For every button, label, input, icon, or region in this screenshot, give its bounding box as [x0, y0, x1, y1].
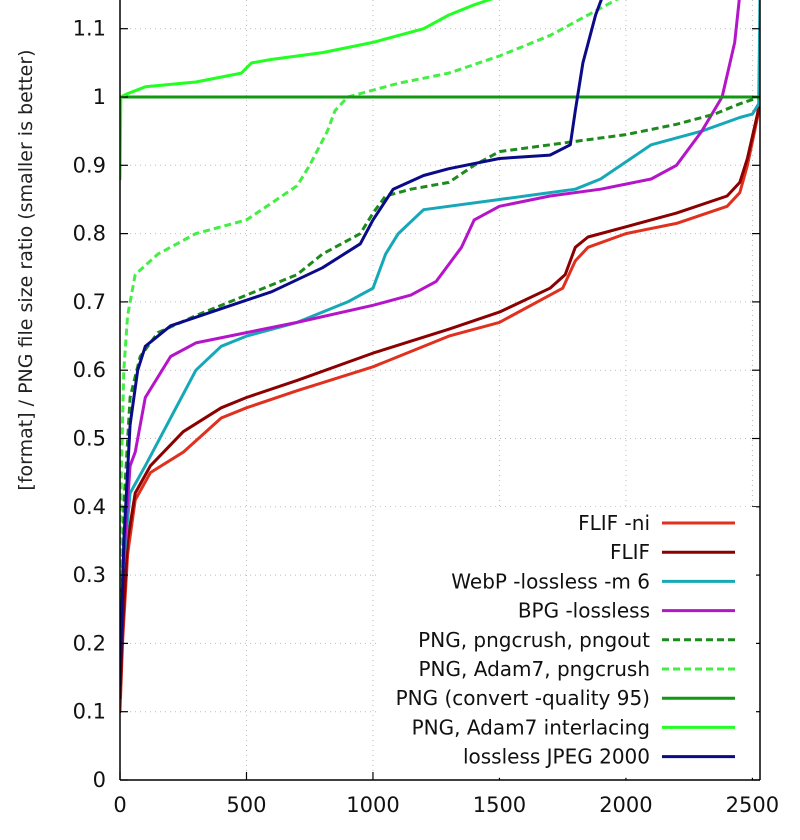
legend-label: lossless JPEG 2000	[463, 745, 650, 769]
legend-label: FLIF	[610, 540, 650, 564]
legend-entry: WebP -lossless -m 6	[451, 569, 735, 593]
series-line-8	[120, 0, 494, 181]
legend-entry: PNG, Adam7 interlacing	[412, 715, 735, 739]
y-tick-label: 1.1	[73, 17, 106, 41]
legend-entry: FLIF -ni	[578, 511, 735, 535]
y-axis-label: [format] / PNG file size ratio (smaller …	[15, 49, 37, 490]
legend-label: FLIF -ni	[578, 511, 650, 535]
legend-entry: PNG (convert -quality 95)	[396, 686, 735, 710]
series-lines	[120, 0, 760, 714]
legend-entry: PNG, Adam7, pngcrush	[419, 657, 735, 681]
legend-label: PNG (convert -quality 95)	[396, 686, 650, 710]
tick-labels: 0 0.1 0.2 0.3 0.4 0.5 0.6 0.7 0.8 0.9 1 1.1 0 500 1000…	[73, 17, 780, 817]
y-tick-label: 1	[93, 85, 106, 109]
legend-label: PNG, pngcrush, pngout	[418, 628, 650, 652]
x-tick-label: 2000	[599, 793, 652, 817]
y-tick-label: 0.6	[73, 358, 106, 382]
y-tick-label: 0.8	[73, 222, 106, 246]
series-line-1	[120, 95, 760, 714]
series-line-2	[120, 95, 760, 700]
x-tick-label: 1000	[346, 793, 399, 817]
legend-label: WebP -lossless -m 6	[451, 569, 650, 593]
x-tick-label: 500	[226, 793, 266, 817]
y-tick-label: 0.3	[73, 563, 106, 587]
series-line-4	[120, 0, 741, 659]
x-tick-label: 1500	[473, 793, 526, 817]
legend-label: PNG, Adam7 interlacing	[412, 715, 650, 739]
legend-entry: PNG, pngcrush, pngout	[418, 628, 735, 652]
legend-entry: FLIF	[610, 540, 735, 564]
series-line-6	[120, 0, 620, 644]
series-line-9	[120, 0, 603, 686]
y-tick-label: 0.1	[73, 700, 106, 724]
legend-label: PNG, Adam7, pngcrush	[419, 657, 651, 681]
legend: FLIF -ni FLIF WebP -lossless -m 6 BPG -loss…	[380, 507, 756, 778]
x-tick-label: 0	[113, 793, 126, 817]
y-tick-label: 0.5	[73, 427, 106, 451]
legend-label: BPG -lossless	[518, 599, 650, 623]
y-tick-label: 0	[93, 768, 106, 792]
y-tick-label: 0.7	[73, 290, 106, 314]
legend-entry: lossless JPEG 2000	[463, 745, 735, 769]
x-tick-label: 2500	[726, 793, 779, 817]
y-tick-label: 0.2	[73, 631, 106, 655]
y-tick-label: 0.4	[73, 495, 106, 519]
legend-entry: BPG -lossless	[518, 599, 735, 623]
y-tick-label: 0.9	[73, 153, 106, 177]
